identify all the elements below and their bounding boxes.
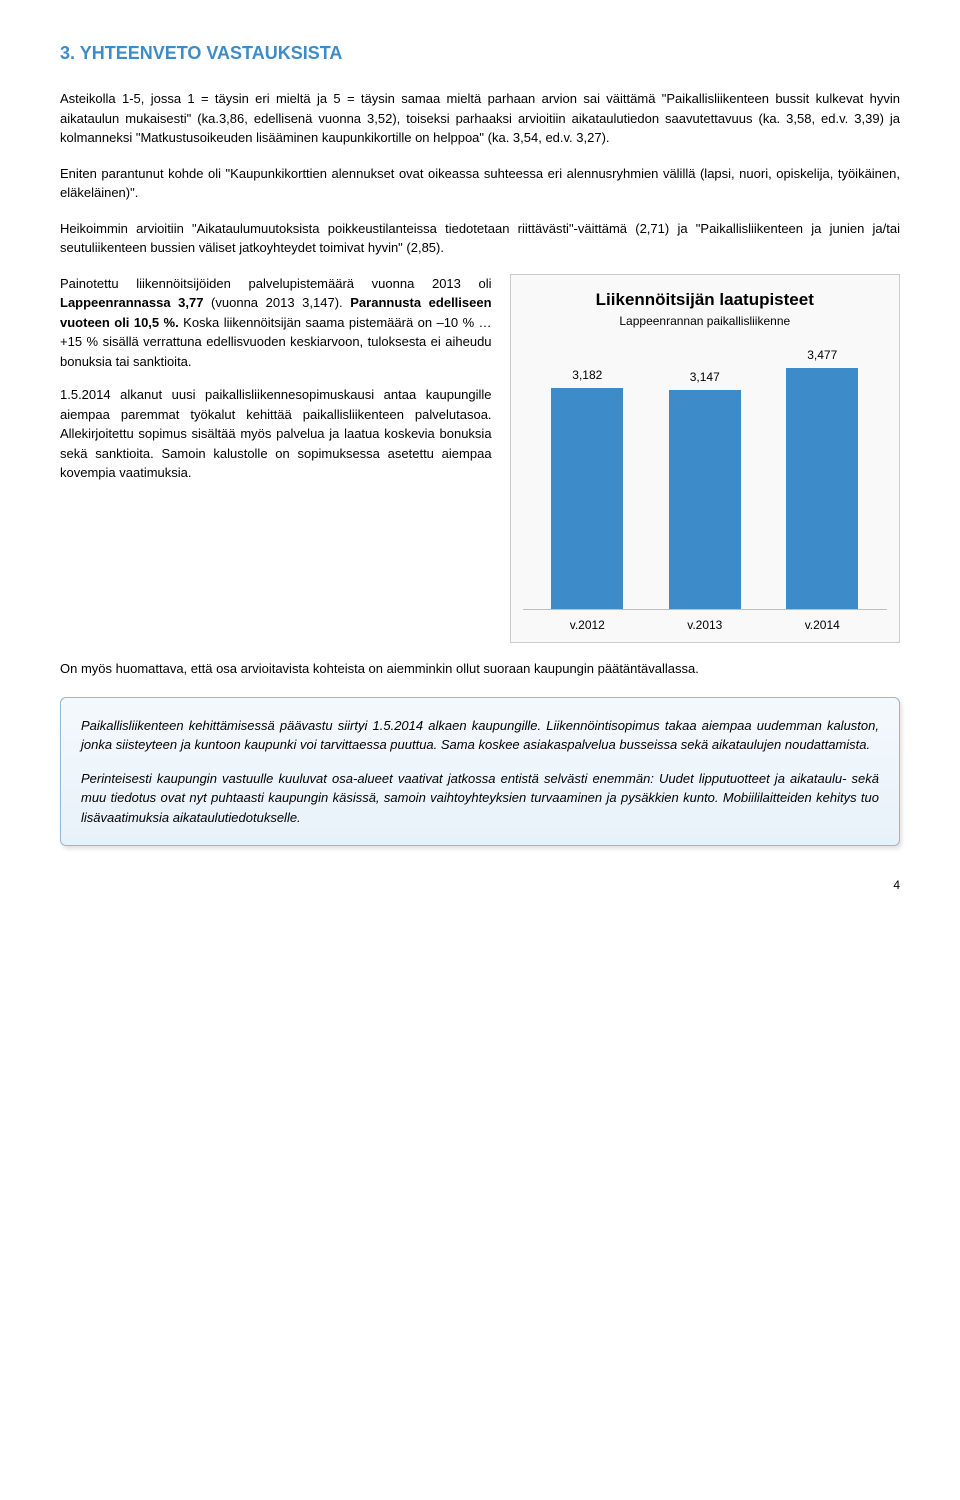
x-axis-label: v.2012 (534, 616, 640, 634)
chart-plot-area: 3,182 3,147 3,477 (523, 340, 887, 610)
left-paragraph-2: 1.5.2014 alkanut uusi paikallisliikenne­… (60, 385, 492, 483)
right-column: Liikennöitsijän laatupisteet Lappeenrann… (510, 274, 900, 644)
page-number: 4 (60, 876, 900, 894)
callout-paragraph-1: Paikallisliikenteen kehittämisessä pääva… (81, 716, 879, 755)
section-heading: 3. YHTEENVETO VASTAUKSISTA (60, 40, 900, 67)
paragraph-3: Heikoimmin arvioitiin "Aikataulumuutoksi… (60, 219, 900, 258)
chart-subtitle: Lappeenrannan paikallisliikenne (523, 312, 887, 330)
bar-rect (551, 388, 623, 609)
chart-title: Liikennöitsijän laatupisteet (523, 287, 887, 313)
chart-bar: 3,477 (769, 346, 875, 609)
chart-bar: 3,182 (534, 366, 640, 609)
left-paragraph-1: Painotettu liikennöitsijöiden palvelupis… (60, 274, 492, 372)
paragraph-2: Eniten parantunut kohde oli "Kaupunkikor… (60, 164, 900, 203)
callout-box: Paikallisliikenteen kehittämisessä pääva… (60, 697, 900, 847)
left-column: Painotettu liikennöitsijöiden palvelupis… (60, 274, 492, 644)
bar-value-label: 3,182 (572, 366, 602, 384)
chart-bar: 3,147 (652, 368, 758, 609)
x-axis-label: v.2013 (652, 616, 758, 634)
bold-span: Lappeenrannassa 3,77 (60, 295, 203, 310)
two-column-section: Painotettu liikennöitsijöiden palvelupis… (60, 274, 900, 644)
chart-x-axis: v.2012 v.2013 v.2014 (523, 610, 887, 634)
paragraph-1: Asteikolla 1-5, jossa 1 = täysin eri mie… (60, 89, 900, 148)
callout-paragraph-2: Perinteisesti kaupungin vastuulle kuuluv… (81, 769, 879, 828)
bar-value-label: 3,147 (690, 368, 720, 386)
paragraph-after-chart: On myös huomattava, että osa arvioitavis… (60, 659, 900, 679)
bar-chart: Liikennöitsijän laatupisteet Lappeenrann… (510, 274, 900, 644)
text-span: (vuonna 2013 3,147). (203, 295, 350, 310)
x-axis-label: v.2014 (769, 616, 875, 634)
bar-rect (786, 368, 858, 609)
bar-value-label: 3,477 (807, 346, 837, 364)
text-span: Painotettu liikennöitsijöiden palvelupis… (60, 276, 492, 291)
bar-rect (669, 390, 741, 609)
